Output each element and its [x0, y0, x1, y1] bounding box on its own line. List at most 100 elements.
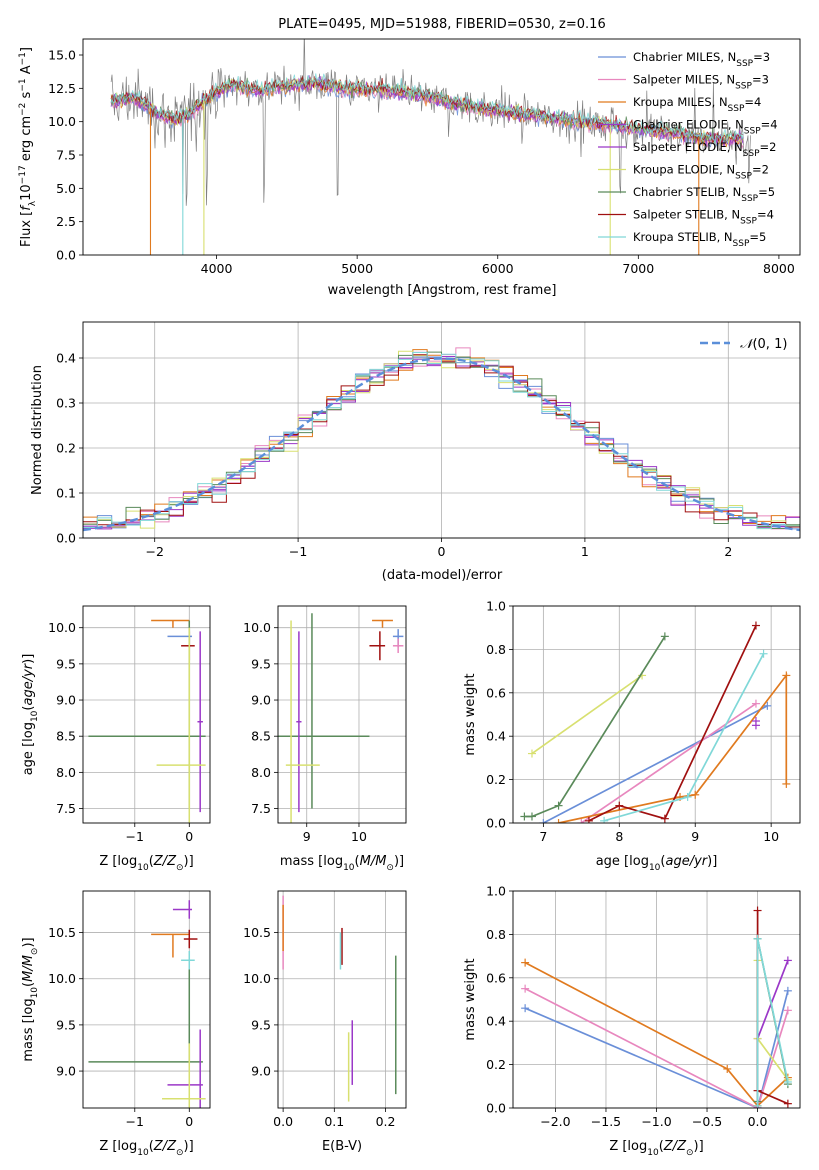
weight-marker — [783, 986, 792, 995]
y-axis-label: age [log10(age/yr)] — [21, 654, 40, 776]
y-tick-label: 10.0 — [48, 620, 76, 635]
weight-line — [524, 990, 789, 1108]
x-tick-label: 0.0 — [748, 1114, 768, 1129]
y-tick-label: 10.0 — [243, 971, 271, 986]
plot-area — [520, 621, 791, 823]
x-axis-label: E(B-V) — [322, 1139, 362, 1154]
x-tick-label: 0 — [438, 544, 446, 559]
weight-marker — [753, 906, 762, 915]
y-axis-label: mass weight — [463, 673, 478, 755]
y-tick-label: 9.5 — [56, 1017, 76, 1032]
x-tick-label: 10 — [351, 829, 367, 844]
weight-marker — [751, 621, 760, 630]
weight-marker — [723, 1064, 732, 1073]
weight-marker — [527, 812, 536, 821]
weight-line — [543, 705, 768, 823]
x-tick-label: 5000 — [341, 261, 373, 276]
x-axis-label: mass [log10(M/M⊙)] — [280, 854, 404, 873]
x-tick-label: 0 — [185, 829, 193, 844]
weight-marker — [683, 792, 692, 801]
axes-frame — [82, 890, 211, 1109]
errorbar-point — [296, 631, 302, 813]
weight-marker — [577, 819, 586, 823]
weight-marker — [782, 779, 791, 788]
chart-title: PLATE=0495, MJD=51988, FIBERID=0530, z=0… — [278, 17, 605, 32]
y-tick-label: 1.0 — [486, 599, 506, 614]
errorbar-point — [151, 933, 190, 958]
y-tick-label: 0.2 — [486, 1057, 506, 1072]
weight-marker — [660, 632, 669, 641]
panel-mass-ebv: 0.0 0.1 0.2 9.0 9.5 10.0 10.5 E(B-V) — [243, 890, 407, 1154]
errorbar-point — [369, 631, 386, 661]
y-tick-label: 8.5 — [251, 729, 271, 744]
weight-marker — [759, 649, 768, 658]
x-tick-label: 9 — [691, 829, 699, 844]
legend-entry: Kroupa STELIB, NSSP=5 — [633, 230, 766, 249]
weight-marker — [783, 1077, 792, 1086]
plot-area — [110, 39, 751, 255]
plot-area — [282, 895, 397, 1102]
y-tick-label: 10.0 — [48, 114, 76, 129]
y-tick-label: 9.5 — [251, 656, 271, 671]
y-tick-label: 9.5 — [56, 656, 76, 671]
weight-marker — [584, 816, 593, 823]
y-tick-label: 10.5 — [48, 925, 76, 940]
weight-line — [588, 625, 757, 822]
weight-marker — [783, 956, 792, 965]
weight-marker — [763, 701, 772, 710]
y-tick-label: 0.3 — [56, 396, 76, 411]
legend-entry: Kroupa ELODIE, NSSP=2 — [633, 163, 769, 182]
weight-line — [756, 960, 789, 1108]
panel-weight-Z: −2.0 −1.5 −1.0 −0.5 0.0 0.0 0.2 0.4 0.6 0.8 1.0 Z [… — [463, 884, 801, 1158]
weight-marker — [751, 699, 760, 708]
plot-area — [83, 347, 800, 538]
y-tick-label: 0.2 — [486, 772, 506, 787]
weight-marker — [615, 801, 624, 810]
y-tick-label: 0.0 — [486, 1101, 506, 1116]
errorbar-point — [372, 619, 393, 628]
y-tick-label: 0.0 — [56, 531, 76, 546]
y-tick-label: 8.5 — [56, 729, 76, 744]
weight-line — [524, 987, 789, 1108]
x-axis-label: (data-model)/error — [382, 568, 503, 583]
x-tick-label: 2 — [724, 544, 732, 559]
y-tick-label: 15.0 — [48, 48, 76, 63]
x-tick-label: 7000 — [622, 261, 654, 276]
y-tick-label: 0.6 — [486, 970, 506, 985]
y-tick-label: 8.0 — [56, 765, 76, 780]
errorbar-point — [181, 951, 195, 970]
x-tick-label: 8 — [615, 829, 623, 844]
histogram-series — [83, 351, 800, 538]
y-tick-label: 0.2 — [56, 441, 76, 456]
weight-marker — [527, 749, 536, 758]
x-axis-label: Z [log10(Z/Z⊙)] — [609, 1139, 703, 1158]
x-tick-label: 9 — [303, 829, 311, 844]
y-axis-label: mass [log10(M/M⊙)] — [21, 937, 40, 1061]
x-tick-label: 6000 — [482, 261, 514, 276]
x-tick-label: −1.0 — [641, 1114, 671, 1129]
x-tick-label: 4000 — [201, 261, 233, 276]
axes-frame — [277, 605, 407, 824]
x-tick-label: 1 — [581, 544, 589, 559]
plot-area — [521, 906, 792, 1108]
errorbar-point — [197, 631, 203, 813]
y-tick-label: 0.4 — [56, 351, 76, 366]
y-tick-label: 0.8 — [486, 642, 506, 657]
x-tick-label: 10 — [763, 829, 779, 844]
model-spectrum-kroupa-stelib — [110, 73, 744, 145]
panel-spectrum: 4000 5000 6000 7000 8000 0.0 2.5 5.0 7.5 10.0 12.5… — [18, 17, 801, 298]
axes-frame — [82, 321, 801, 539]
axes-frame — [512, 890, 801, 1109]
y-tick-label: 7.5 — [251, 801, 271, 816]
weight-line — [524, 961, 789, 1108]
weight-marker — [539, 819, 548, 823]
weight-marker — [554, 819, 563, 823]
panel-residuals: −2 −1 0 1 2 0.0 0.1 0.2 0.3 0.4 (data-model)/error… — [30, 321, 801, 583]
errorbar-point — [183, 929, 198, 949]
weight-marker — [521, 958, 530, 967]
axes-frame — [82, 38, 801, 256]
x-axis-label: wavelength [Angstrom, rest frame] — [328, 283, 557, 298]
plot-area — [88, 900, 206, 1108]
errorbar-point — [167, 1029, 203, 1108]
errorbar-point — [88, 969, 203, 1063]
